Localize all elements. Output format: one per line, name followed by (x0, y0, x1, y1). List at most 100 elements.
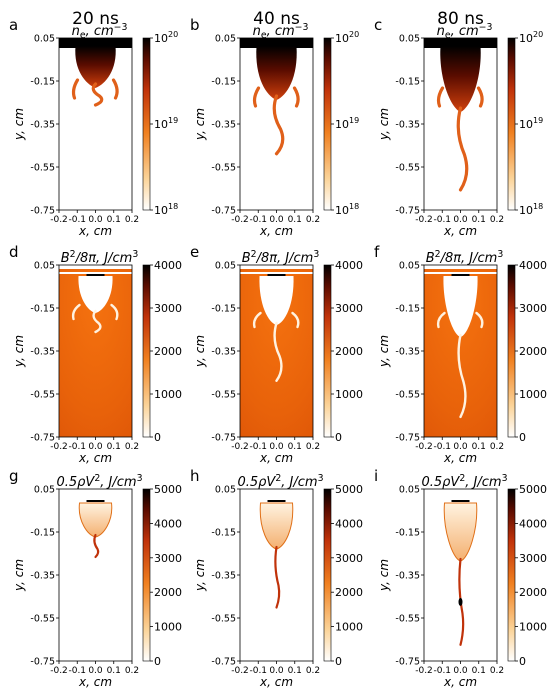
colorbar-tick-label: 2000 (154, 345, 182, 358)
x-axis-label: x, cm (443, 451, 477, 465)
flow-jet (93, 533, 100, 559)
colorbar (507, 37, 516, 211)
colorbar-tick-label: 1000 (335, 388, 363, 401)
field-filaments (71, 303, 119, 334)
x-tick-label: 0.1 (288, 442, 302, 452)
y-tick-label: -0.75 (30, 433, 55, 444)
y-tick-label: -0.55 (211, 390, 236, 401)
panel: c ne, cm−3 0.05 -0.15 -0.35 -0.55 -0.75-0.2 -0.… (374, 16, 543, 238)
y-tick-label: -0.15 (211, 77, 236, 88)
x-axis-label: x, cm (78, 451, 112, 465)
panel-title: ne, cm−3 (437, 22, 493, 41)
x-tick-label: -0.1 (433, 215, 451, 225)
panel-letter: b (190, 16, 200, 34)
y-tick-label: -0.35 (395, 347, 420, 358)
dense-layer (59, 38, 132, 48)
y-tick-label: -0.55 (395, 163, 420, 174)
top-line (59, 272, 132, 274)
y-tick-label: -0.35 (395, 571, 420, 582)
panel: h 0.5ρV2, J/cm30.05-0.15-0.35-0.55-0.75-0… (190, 467, 363, 689)
colorbar-tick-label: 3000 (519, 302, 547, 315)
y-tick-label: 0.05 (399, 485, 420, 496)
plasma-plume (75, 46, 116, 88)
y-tick-label: -0.55 (30, 390, 55, 401)
y-tick-label: -0.15 (395, 304, 420, 315)
colorbar-tick-label: 4000 (154, 517, 182, 530)
panel-title: ne, cm−3 (253, 22, 309, 41)
panel: e B2/8π, J/cm30.05-0.15-0.35-0.55-0.75-0.… (190, 243, 363, 465)
top-band (240, 265, 313, 269)
x-tick-label: -0.1 (68, 442, 86, 452)
x-tick-label: 0.1 (288, 215, 302, 225)
x-axis-label: x, cm (78, 675, 112, 689)
panel: a ne, cm−3 0.05 -0.15 -0.35 -0.55 -0.75-0.2 -0.… (9, 16, 178, 238)
y-tick-label: -0.55 (211, 614, 236, 625)
x-tick-label: 0.0 (88, 442, 103, 452)
top-flash (451, 274, 470, 276)
panel-letter: e (190, 243, 199, 261)
panel-letter: d (9, 243, 19, 261)
x-tick-label: -0.2 (231, 666, 249, 676)
x-tick-label: -0.2 (415, 215, 433, 225)
colorbar-tick-label: 2000 (519, 586, 547, 599)
x-tick-label: 0.2 (125, 215, 139, 225)
x-tick-label: 0.0 (453, 442, 468, 452)
column-time-label: 80 ns (437, 9, 484, 29)
colorbar-tick-label: 1019 (154, 116, 178, 131)
panel-title: ne, cm−3 (72, 22, 128, 41)
y-tick-label: -0.35 (30, 571, 55, 582)
panel-title: B2/8π, J/cm3 (61, 249, 139, 266)
y-axis-label: y, cm (12, 335, 26, 368)
colorbar-tick-label: 1000 (154, 621, 182, 634)
plasma-filaments (252, 86, 300, 156)
colorbar (323, 264, 332, 438)
y-tick-label: 0.05 (399, 34, 420, 45)
colorbar-tick-label: 0 (519, 431, 526, 444)
top-flash (451, 500, 470, 502)
top-flash (86, 500, 105, 502)
x-tick-label: 0.2 (306, 666, 320, 676)
y-tick-label: -0.75 (395, 657, 420, 668)
x-axis-label: x, cm (259, 451, 293, 465)
y-tick-label: -0.75 (211, 433, 236, 444)
y-tick-label: -0.75 (395, 433, 420, 444)
panel-title: B2/8π, J/cm3 (242, 249, 320, 266)
colorbar-tick-label: 4000 (335, 517, 363, 530)
y-tick-label: 0.05 (215, 485, 236, 496)
colorbar-tick-label: 2000 (519, 345, 547, 358)
x-tick-label: -0.2 (415, 442, 433, 452)
colorbar-tick-label: 3000 (335, 302, 363, 315)
x-tick-label: 0.2 (490, 442, 504, 452)
y-tick-label: -0.55 (30, 163, 55, 174)
x-tick-label: 0.0 (269, 666, 284, 676)
y-tick-label: -0.55 (395, 390, 420, 401)
x-tick-label: -0.2 (50, 666, 68, 676)
colorbar-tick-label: 4000 (154, 259, 182, 272)
colorbar-tick-label: 3000 (154, 552, 182, 565)
field-filaments (252, 311, 300, 382)
flow-jet (458, 557, 465, 646)
y-tick-label: -0.35 (211, 120, 236, 131)
y-tick-label: -0.35 (211, 347, 236, 358)
x-tick-label: 0.0 (269, 215, 284, 225)
colorbar-tick-label: 0 (335, 655, 342, 668)
x-axis-label: x, cm (443, 224, 477, 238)
colorbar-tick-label: 5000 (154, 483, 182, 496)
y-tick-label: 0.05 (399, 261, 420, 272)
x-tick-label: -0.1 (249, 215, 267, 225)
top-line (424, 272, 497, 274)
y-tick-label: -0.15 (395, 528, 420, 539)
plasma-plume (256, 46, 297, 100)
plasma-filaments (71, 78, 119, 107)
colorbar (142, 488, 151, 662)
top-flash (267, 500, 286, 502)
x-tick-label: 0.1 (107, 215, 121, 225)
y-axis-label: y, cm (12, 108, 26, 141)
x-tick-label: -0.1 (433, 442, 451, 452)
top-band (59, 265, 132, 269)
dense-layer (240, 38, 313, 48)
y-tick-label: -0.15 (211, 528, 236, 539)
colorbar (323, 37, 332, 211)
column-time-label: 40 ns (253, 9, 300, 29)
x-tick-label: -0.2 (231, 442, 249, 452)
